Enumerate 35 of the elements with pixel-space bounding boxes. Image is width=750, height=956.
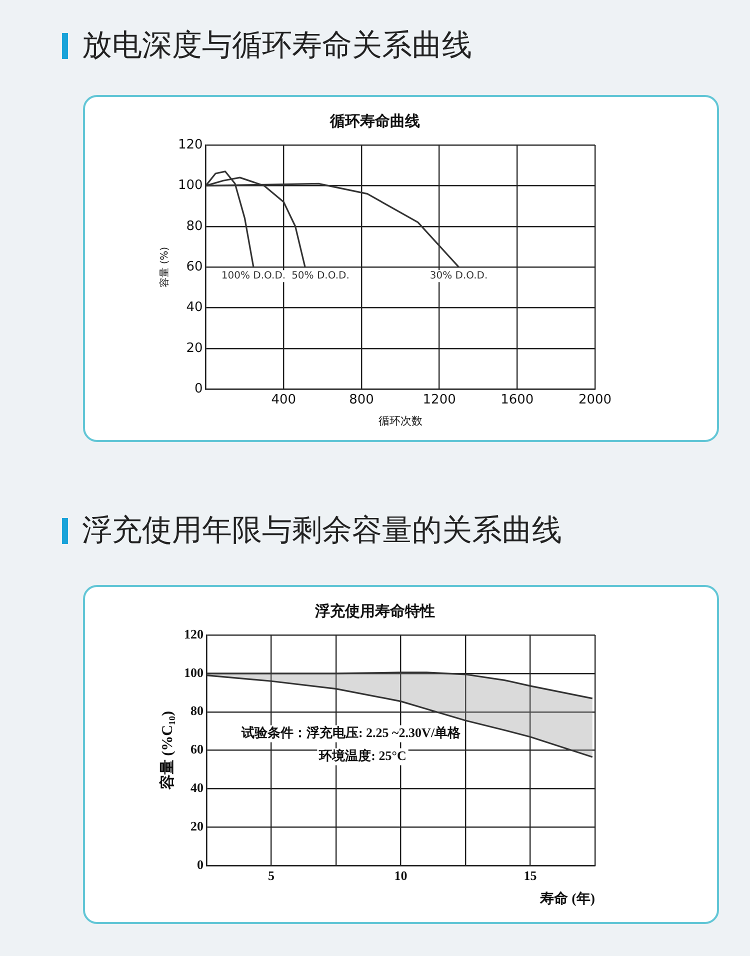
y-tick-label: 0 xyxy=(194,382,203,397)
y-tick-label: 20 xyxy=(186,340,203,356)
x-axis-title: 寿命 (年) xyxy=(539,891,596,908)
chart-subtitle: 浮充使用寿命特性 xyxy=(314,602,435,620)
x-tick-label: 2000 xyxy=(578,392,612,408)
y-tick-label: 40 xyxy=(190,780,204,796)
y-tick-label: 0 xyxy=(197,856,204,872)
series-label: 30% D.O.D. xyxy=(430,270,488,282)
x-tick-label: 10 xyxy=(394,868,408,883)
x-axis-title: 循环次数 xyxy=(378,414,422,428)
x-tick-label: 1200 xyxy=(422,392,456,408)
x-tick-label: 1600 xyxy=(500,392,534,408)
y-tick-label: 80 xyxy=(186,218,203,234)
y-axis-title: 容量 (%) xyxy=(158,246,171,288)
y-tick-label: 60 xyxy=(186,259,203,274)
annotation: 试验条件：浮充电压: 2.25 ~2.30V/单格 xyxy=(240,725,462,740)
chart-subtitle: 循环寿命曲线 xyxy=(329,112,420,130)
y-tick-label: 100 xyxy=(184,664,204,680)
y-tick-label: 100 xyxy=(178,178,203,194)
y-tick-label: 40 xyxy=(186,300,203,316)
x-tick-label: 400 xyxy=(271,392,296,408)
y-tick-label: 20 xyxy=(190,818,204,834)
annotation: 环境温度: 25°C xyxy=(318,748,406,764)
x-tick-label: 15 xyxy=(524,868,538,883)
x-tick-label: 800 xyxy=(349,392,374,408)
series-label: 50% D.O.D. xyxy=(292,270,350,282)
x-tick-label: 5 xyxy=(268,868,275,883)
chart-title: 浮充使用年限与剩余容量的关系曲线 xyxy=(82,512,562,550)
y-tick-label: 120 xyxy=(178,137,203,152)
y-axis-title: 容量 (%C₁₀) xyxy=(158,711,176,791)
series-label: 100% D.O.D. xyxy=(221,270,286,282)
chart-title: 放电深度与循环寿命关系曲线 xyxy=(82,27,472,65)
y-tick-label: 120 xyxy=(184,626,204,642)
y-tick-label: 60 xyxy=(190,742,204,757)
y-tick-label: 80 xyxy=(190,703,204,718)
